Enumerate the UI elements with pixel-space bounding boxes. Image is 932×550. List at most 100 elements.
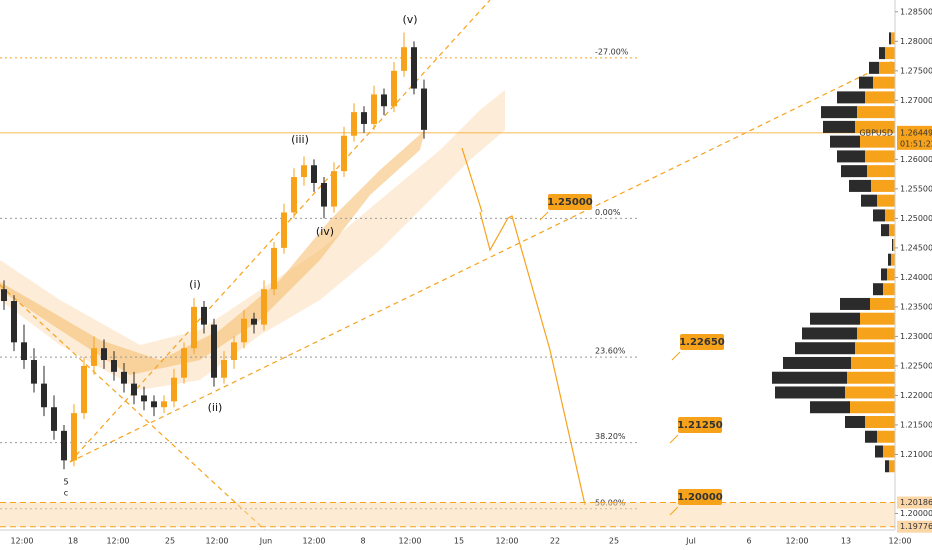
profile-down <box>845 415 865 428</box>
candle-body <box>281 212 287 248</box>
profile-down <box>810 312 860 325</box>
x-tick-label: 22 <box>550 537 560 546</box>
y-tick-label: 1.25000 <box>900 214 932 223</box>
target-label: 1.22650 <box>679 337 725 348</box>
countdown-label: 01:51:22 <box>900 139 932 148</box>
profile-up <box>883 445 895 458</box>
profile-up <box>867 165 895 178</box>
candle-body <box>161 401 167 408</box>
profile-up <box>857 106 895 119</box>
candle-body <box>251 318 257 325</box>
fib-label: 23.60% <box>595 347 626 356</box>
profile-down <box>841 165 867 178</box>
x-tick-label: 15 <box>454 537 464 546</box>
profile-up <box>873 76 895 89</box>
profile-down <box>875 445 883 458</box>
y-tick-label: 1.20000 <box>900 509 932 518</box>
y-tick-label: 1.28000 <box>900 37 932 46</box>
target-pointer <box>671 351 681 361</box>
target-pointer <box>539 211 549 221</box>
profile-down <box>885 460 889 473</box>
candle-body <box>211 324 217 378</box>
wave-label: 5 <box>63 478 68 487</box>
profile-down <box>892 238 893 251</box>
candle-body <box>81 365 87 414</box>
support-zone <box>0 502 895 527</box>
candle-body <box>201 306 207 325</box>
profile-down <box>859 76 873 89</box>
profile-up <box>893 238 895 251</box>
profile-down <box>881 268 887 281</box>
profile-down <box>772 371 847 384</box>
x-tick-label: 12:00 <box>10 537 33 546</box>
profile-down <box>823 120 855 133</box>
profile-up <box>870 297 895 310</box>
profile-down <box>873 209 885 222</box>
last-price-tag <box>897 125 932 150</box>
y-tick-label: 1.28500 <box>900 7 932 16</box>
profile-up <box>860 312 895 325</box>
candle-body <box>401 47 407 71</box>
candle-body <box>51 407 57 431</box>
profile-up <box>885 47 895 60</box>
candle-body <box>181 348 187 378</box>
target-pointer <box>669 506 679 516</box>
decorations <box>0 0 896 531</box>
target-box <box>678 489 722 505</box>
profile-down <box>821 106 857 119</box>
profile-up <box>891 32 895 45</box>
profile-down <box>840 297 870 310</box>
projection-arrow <box>479 211 586 506</box>
last-price-label: 1.26449 <box>900 128 932 137</box>
x-tick-label: 6 <box>746 537 751 546</box>
projection-arrow <box>461 147 483 213</box>
y-tick-label: 1.23000 <box>900 332 932 341</box>
profile-up <box>865 91 895 104</box>
candle-body <box>231 342 237 361</box>
x-tick-label: 12:00 <box>495 537 518 546</box>
profile-down <box>888 253 891 266</box>
profile-up <box>865 415 895 428</box>
candle-body <box>1 289 7 302</box>
candle-body <box>391 70 397 107</box>
x-tick-label: 12:00 <box>205 537 228 546</box>
profile-up <box>871 179 895 192</box>
profile-down <box>795 342 855 355</box>
support-label: 1.19776 <box>900 522 932 531</box>
y-tick-label: 1.27000 <box>900 96 932 105</box>
candle-body <box>321 182 327 207</box>
profile-up <box>879 61 895 74</box>
target-box <box>678 417 722 433</box>
candle-body <box>131 383 137 396</box>
profile-down <box>810 401 850 414</box>
y-tick-label: 1.21000 <box>900 450 932 459</box>
x-tick-label: 12:00 <box>398 537 421 546</box>
y-tick-label: 1.24000 <box>900 273 932 282</box>
candle-body <box>341 135 347 172</box>
profile-down <box>802 327 857 340</box>
profile-down <box>775 386 845 399</box>
profile-up <box>889 224 895 237</box>
candle-body <box>191 306 197 349</box>
y-tick-label: 1.25500 <box>900 184 932 193</box>
profile-down <box>879 47 885 60</box>
profile-up <box>860 135 895 148</box>
wave-label: (iii) <box>291 133 309 146</box>
wave-label: (iv) <box>316 225 334 238</box>
target-box <box>680 334 724 350</box>
candle-body <box>71 413 77 461</box>
candle-body <box>371 94 377 124</box>
y-tick-label: 1.22500 <box>900 361 932 370</box>
profile-up <box>845 386 895 399</box>
x-tick-label: Jul <box>685 537 696 546</box>
profile-up <box>857 327 895 340</box>
fib-label: -27.00% <box>595 47 629 56</box>
candle-body <box>411 47 417 89</box>
candle-body <box>151 401 157 408</box>
x-tick-label: 25 <box>165 537 175 546</box>
candle-body <box>171 377 177 402</box>
profile-up <box>865 150 895 163</box>
target-label: 1.20000 <box>677 492 723 503</box>
